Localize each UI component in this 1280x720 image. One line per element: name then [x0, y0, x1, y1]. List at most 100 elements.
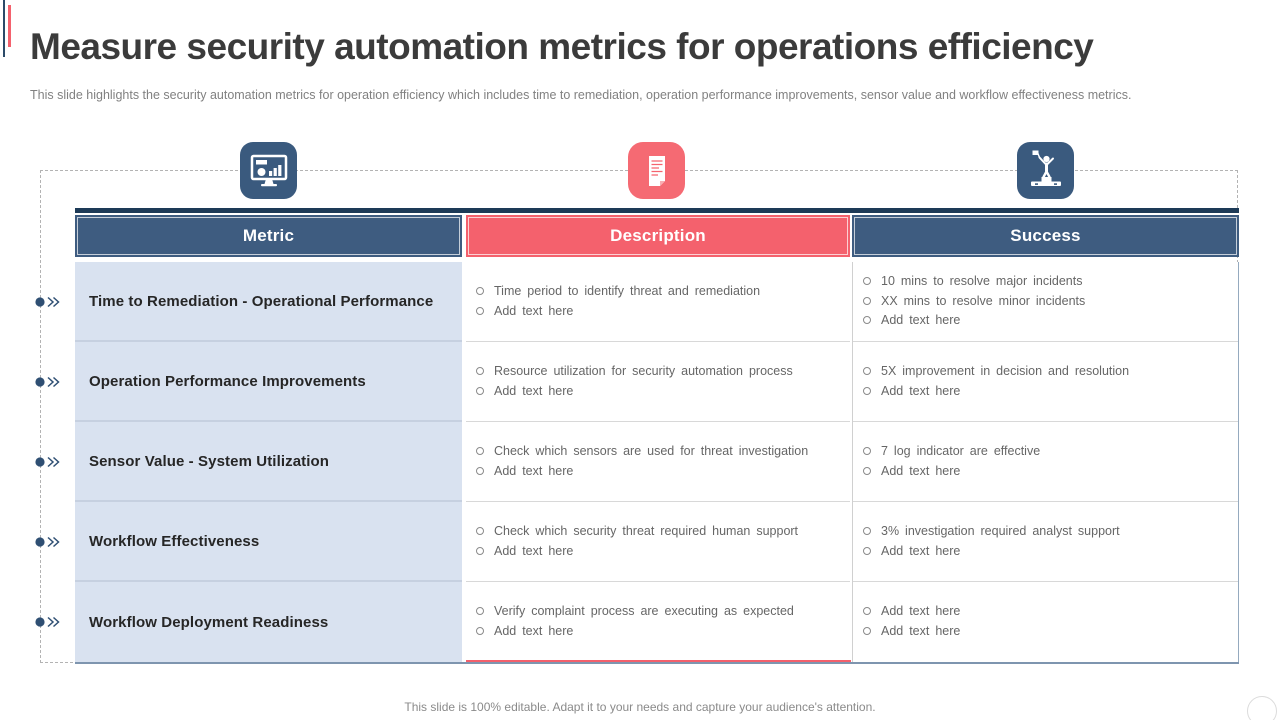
bullet-item: 10 mins to resolve major incidents: [863, 274, 1085, 290]
metric-cell: Sensor Value - System Utilization: [75, 422, 462, 502]
bullet-item: 3% investigation required analyst suppor…: [863, 524, 1120, 540]
bullet-text: 7 log indicator are effective: [881, 443, 1041, 458]
circle-bullet-icon: [863, 366, 871, 375]
bullet-text[interactable]: Add text here: [881, 604, 961, 619]
circle-bullet-icon: [476, 446, 484, 455]
bullet-text: 5X improvement in decision and resolutio…: [881, 363, 1130, 378]
bullet-text[interactable]: Add text here: [494, 303, 574, 318]
description-cell: Verify complaint process are executing a…: [466, 582, 850, 662]
circle-bullet-icon: [476, 466, 484, 475]
metric-cell: Workflow Deployment Readiness: [75, 582, 462, 662]
row-marker-icon: [33, 454, 63, 470]
bullet-item: Resource utilization for security automa…: [476, 364, 793, 380]
metric-label: Time to Remediation - Operational Perfor…: [89, 292, 434, 310]
bullet-list: Resource utilization for security automa…: [466, 364, 799, 399]
metric-label: Workflow Effectiveness: [89, 532, 260, 550]
bullet-text[interactable]: Add text here: [494, 543, 574, 558]
circle-bullet-icon: [863, 316, 871, 325]
bullet-item: 7 log indicator are effective: [863, 444, 1040, 460]
circle-bullet-icon: [863, 466, 871, 475]
circle-bullet-icon: [476, 366, 484, 375]
bullet-list: Verify complaint process are executing a…: [466, 604, 800, 639]
circle-bullet-icon: [863, 446, 871, 455]
circle-bullet-icon: [863, 526, 871, 535]
metric-column: Metric Time to Remediation - Operational…: [75, 215, 462, 662]
bullet-text[interactable]: Add text here: [881, 313, 961, 328]
metric-label: Workflow Deployment Readiness: [89, 613, 329, 631]
bullet-item: Add text here: [476, 304, 760, 320]
winner-podium-icon: [1017, 142, 1074, 199]
bullet-item: 5X improvement in decision and resolutio…: [863, 364, 1129, 380]
description-cell: Check which security threat required hum…: [466, 502, 850, 582]
circle-bullet-icon: [476, 306, 484, 315]
metric-label: Operation Performance Improvements: [89, 372, 366, 390]
bullet-list: Check which security threat required hum…: [466, 524, 804, 559]
bullet-text: Verify complaint process are executing a…: [494, 604, 794, 619]
bullet-text[interactable]: Add text here: [881, 463, 961, 478]
column-header-description: Description: [466, 215, 850, 257]
footer-note: This slide is 100% editable. Adapt it to…: [404, 700, 876, 714]
circle-bullet-icon: [476, 607, 484, 616]
bullet-item: Add text here: [476, 464, 808, 480]
bullet-text: Check which sensors are used for threat …: [494, 443, 809, 458]
metric-label: Sensor Value - System Utilization: [89, 452, 330, 470]
circle-bullet-icon: [476, 627, 484, 635]
circle-bullet-icon: [863, 607, 871, 616]
row-marker-icon: [33, 614, 63, 630]
bullet-text[interactable]: Add text here: [494, 624, 574, 638]
metric-cell: Operation Performance Improvements: [75, 342, 462, 422]
circle-bullet-icon: [863, 277, 871, 286]
bullet-list: 5X improvement in decision and resolutio…: [853, 364, 1135, 399]
bullet-text[interactable]: Add text here: [881, 624, 961, 638]
circle-bullet-icon: [476, 526, 484, 535]
circle-bullet-icon: [476, 546, 484, 555]
bullet-list: 7 log indicator are effective Add text he…: [853, 444, 1046, 479]
bullet-item: Add text here: [863, 464, 1040, 480]
bullet-text[interactable]: Add text here: [494, 383, 574, 398]
description-bottom-line: [466, 660, 851, 662]
bullet-text: Time period to identify threat and remed…: [494, 283, 761, 298]
dashboard-monitor-icon: [240, 142, 297, 199]
success-column-cells: 10 mins to resolve major incidents XX min…: [852, 262, 1239, 662]
success-cell: 10 mins to resolve major incidents XX min…: [853, 262, 1238, 342]
description-cell: Check which sensors are used for threat …: [466, 422, 850, 502]
bullet-list: 3% investigation required analyst suppor…: [853, 524, 1126, 559]
row-marker-icon: [33, 374, 63, 390]
bullet-text[interactable]: Add text here: [881, 543, 961, 558]
corner-circle-decoration: [1247, 696, 1277, 720]
bullet-text: 3% investigation required analyst suppor…: [881, 523, 1120, 538]
bullet-text: 10 mins to resolve major incidents: [881, 274, 1083, 289]
bullet-text[interactable]: Add text here: [494, 463, 574, 478]
bullet-list: Time period to identify threat and remed…: [466, 284, 766, 319]
row-marker-icon: [33, 534, 63, 550]
success-cell: 5X improvement in decision and resolutio…: [853, 342, 1238, 422]
bullet-item: XX mins to resolve minor incidents: [863, 294, 1085, 310]
bullet-item: Check which security threat required hum…: [476, 524, 798, 540]
column-header-description-label: Description: [610, 226, 706, 245]
bullet-list: Check which sensors are used for threat …: [466, 444, 814, 479]
bullet-item: Time period to identify threat and remed…: [476, 284, 760, 300]
success-cell: Add text here Add text here: [853, 582, 1238, 662]
bullet-item: Add text here: [863, 544, 1120, 560]
bullet-text[interactable]: Add text here: [881, 383, 961, 398]
description-cell: Resource utilization for security automa…: [466, 342, 850, 422]
metric-cell: Time to Remediation - Operational Perfor…: [75, 262, 462, 342]
bullet-item: Add text here: [863, 624, 960, 640]
accent-bar-red: [8, 5, 11, 47]
success-column: Success 10 mins to resolve major inciden…: [850, 215, 1239, 662]
success-cell: 7 log indicator are effective Add text he…: [853, 422, 1238, 502]
bullet-item: Check which sensors are used for threat …: [476, 444, 808, 460]
circle-bullet-icon: [863, 627, 871, 635]
column-header-metric-label: Metric: [242, 226, 295, 245]
table-bottom-line: [75, 662, 1239, 664]
bullet-list: 10 mins to resolve major incidents XX min…: [853, 274, 1091, 329]
bullet-text: Check which security threat required hum…: [494, 523, 799, 538]
column-header-success: Success: [852, 215, 1239, 257]
accent-bar-navy: [3, 0, 5, 57]
bullet-item: Add text here: [476, 624, 794, 640]
bullet-text: XX mins to resolve minor incidents: [881, 293, 1086, 308]
success-cell: 3% investigation required analyst suppor…: [853, 502, 1238, 582]
metric-cell: Workflow Effectiveness: [75, 502, 462, 582]
slide-subtitle: This slide highlights the security autom…: [30, 88, 1132, 102]
